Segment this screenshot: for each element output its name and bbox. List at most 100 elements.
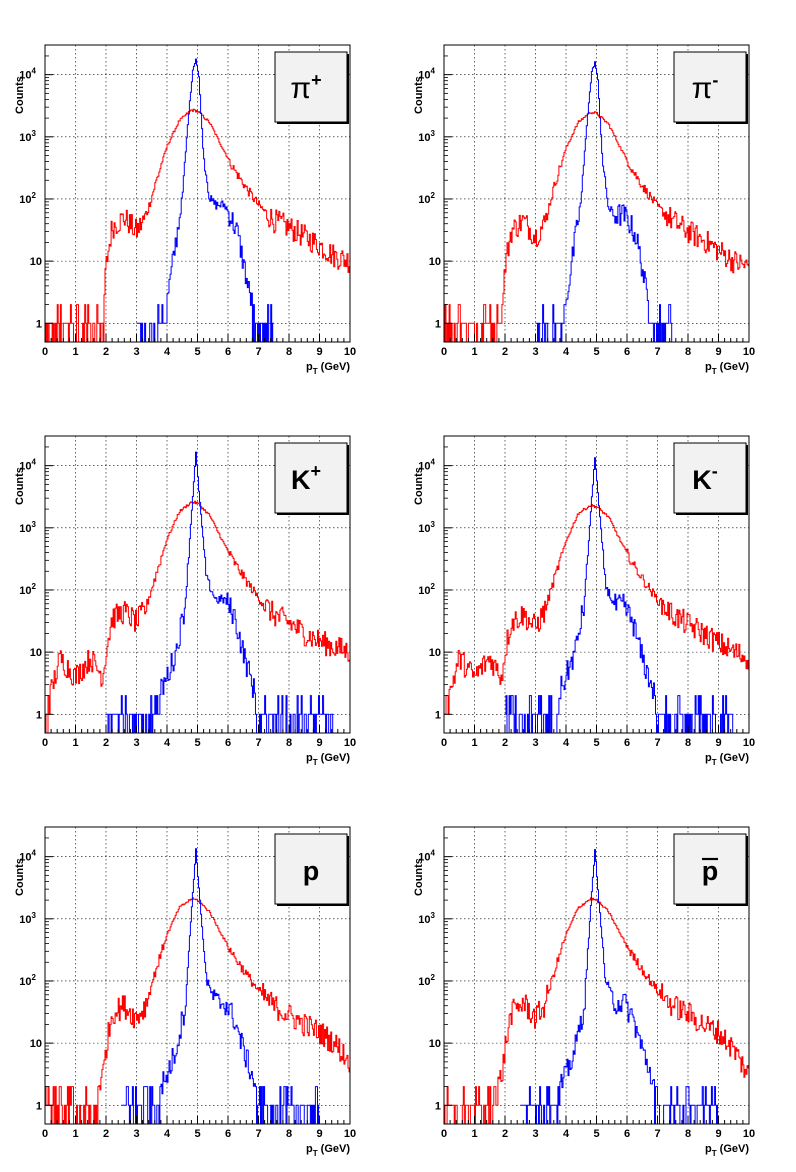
x-tick-label: 1 [72,737,78,749]
x-tick-label: 0 [42,346,48,358]
x-tick-label: 5 [593,346,599,358]
y-tick-label: 1 [435,709,441,721]
x-tick-label: 7 [654,1128,660,1140]
particle-label-box [274,442,348,514]
x-axis-title: pT (GeV) [306,752,350,767]
y-tick-label: 103 [418,520,435,535]
series-wide-histogram [444,504,749,715]
x-tick-label: 0 [441,1128,447,1140]
x-tick-label: 1 [471,1128,477,1140]
x-tick-label: 4 [563,1128,570,1140]
x-axis-title: pT (GeV) [705,1143,749,1158]
x-tick-label: 8 [286,737,292,749]
y-tick-label: 103 [19,520,36,535]
y-tick-label: 103 [19,129,36,144]
x-tick-label: 1 [471,737,477,749]
series-narrow-histogram [505,457,734,733]
x-tick-label: 8 [685,737,691,749]
x-axis-title: pT (GeV) [705,361,749,376]
x-tick-label: 4 [164,1128,171,1140]
y-tick-label: 10 [429,1038,441,1050]
y-axis-title: Counts [14,76,26,114]
series-wide-histogram [45,108,350,342]
x-tick-label: 2 [502,346,508,358]
x-tick-label: 8 [685,346,691,358]
x-tick-label: 8 [286,346,292,358]
particle-label: p [702,856,719,886]
y-tick-label: 1 [36,1100,42,1112]
y-tick-label: 103 [19,911,36,926]
particle-label: π+ [290,70,321,105]
x-tick-label: 9 [715,346,721,358]
y-tick-label: 102 [19,191,36,206]
series-narrow-histogram [535,61,673,342]
x-tick-label: 7 [654,737,660,749]
x-tick-label: 6 [624,346,630,358]
y-tick-label: 104 [418,849,435,864]
y-tick-label: 104 [19,849,36,864]
x-axis-title: pT (GeV) [705,752,749,767]
x-tick-label: 8 [685,1128,691,1140]
x-tick-label: 7 [654,346,660,358]
x-tick-label: 9 [715,1128,721,1140]
particle-label-box [673,833,747,905]
x-axis-title: pT (GeV) [306,1143,350,1158]
x-tick-label: 0 [441,737,447,749]
series-wide-histogram [444,111,749,342]
x-tick-label: 6 [624,1128,630,1140]
y-tick-label: 104 [19,458,36,473]
x-tick-label: 2 [502,737,508,749]
series-narrow-histogram [121,848,320,1124]
x-tick-label: 10 [344,346,356,358]
x-tick-label: 2 [502,1128,508,1140]
y-tick-label: 10 [429,256,441,268]
x-tick-label: 10 [344,737,356,749]
x-tick-label: 9 [316,346,322,358]
x-tick-label: 9 [316,737,322,749]
series-wide-histogram [45,500,350,733]
x-tick-label: 1 [72,1128,78,1140]
x-tick-label: 4 [563,737,570,749]
y-tick-label: 10 [30,1038,42,1050]
x-tick-label: 9 [715,737,721,749]
series-wide-histogram [45,897,350,1124]
x-tick-label: 5 [593,1128,599,1140]
particle-label: p [303,856,320,886]
x-tick-label: 10 [743,346,755,358]
x-tick-label: 5 [593,737,599,749]
x-tick-label: 10 [344,1128,356,1140]
particle-label-box [673,442,747,514]
x-tick-label: 0 [42,737,48,749]
y-axis-title: Counts [14,858,26,896]
x-tick-label: 6 [225,1128,231,1140]
series-narrow-histogram [106,451,334,733]
y-tick-label: 102 [418,582,435,597]
y-tick-label: 104 [418,67,435,82]
x-tick-label: 10 [743,1128,755,1140]
particle-label: K- [692,461,718,495]
x-tick-label: 10 [743,737,755,749]
particle-label: K+ [291,461,321,495]
y-axis-title: Counts [14,467,26,505]
particle-label-box [274,51,348,123]
x-tick-label: 3 [532,346,538,358]
x-tick-label: 2 [103,737,109,749]
x-tick-label: 3 [133,737,139,749]
x-tick-label: 0 [42,1128,48,1140]
y-tick-label: 1 [36,709,42,721]
series-narrow-histogram [520,849,719,1124]
x-tick-label: 5 [194,737,200,749]
x-tick-label: 3 [532,1128,538,1140]
y-tick-label: 104 [19,67,36,82]
x-tick-label: 7 [255,1128,261,1140]
x-tick-label: 9 [316,1128,322,1140]
y-tick-label: 10 [429,647,441,659]
x-tick-label: 5 [194,1128,200,1140]
x-tick-label: 4 [164,346,171,358]
x-tick-label: 3 [532,737,538,749]
x-tick-label: 2 [103,1128,109,1140]
